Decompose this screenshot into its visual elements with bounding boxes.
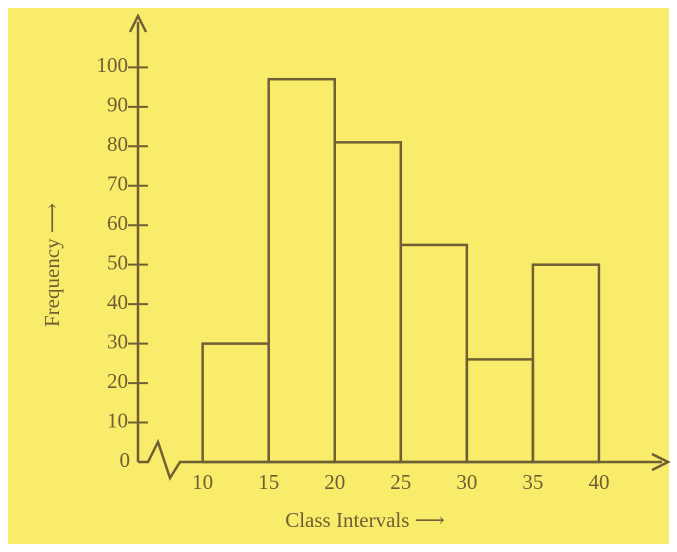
y-tick-label: 40 (107, 290, 128, 314)
bar (531, 263, 601, 464)
y-tick-label: 100 (97, 53, 129, 77)
x-axis-arrow (651, 452, 671, 472)
y-tick-label: 0 (120, 448, 131, 472)
x-tick-label: 30 (456, 470, 477, 494)
y-tick-label: 50 (107, 250, 128, 274)
y-tick-label: 70 (107, 172, 128, 196)
x-tick-label: 35 (522, 470, 543, 494)
x-tick-label: 40 (588, 470, 609, 494)
y-axis-arrow (128, 13, 148, 33)
x-axis-label: Class Intervals ⟶ (285, 508, 445, 532)
x-tick-label: 15 (258, 470, 279, 494)
y-tick-label: 30 (107, 329, 128, 353)
x-tick-label: 10 (192, 470, 213, 494)
y-tick-label: 60 (107, 211, 128, 235)
y-tick-label: 20 (107, 369, 128, 393)
y-tick-label: 10 (107, 408, 128, 432)
y-tick-label: 90 (107, 93, 128, 117)
bar (399, 243, 469, 464)
x-tick-label: 20 (324, 470, 345, 494)
x-tick-label: 25 (390, 470, 411, 494)
y-axis-label: Frequency ⟶ (40, 203, 64, 327)
background (8, 8, 669, 544)
y-tick-label: 80 (107, 132, 128, 156)
